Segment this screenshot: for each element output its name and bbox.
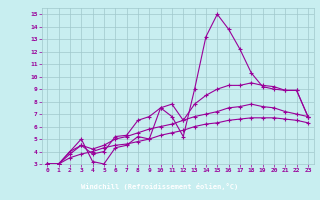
- Text: Windchill (Refroidissement éolien,°C): Windchill (Refroidissement éolien,°C): [81, 184, 239, 190]
